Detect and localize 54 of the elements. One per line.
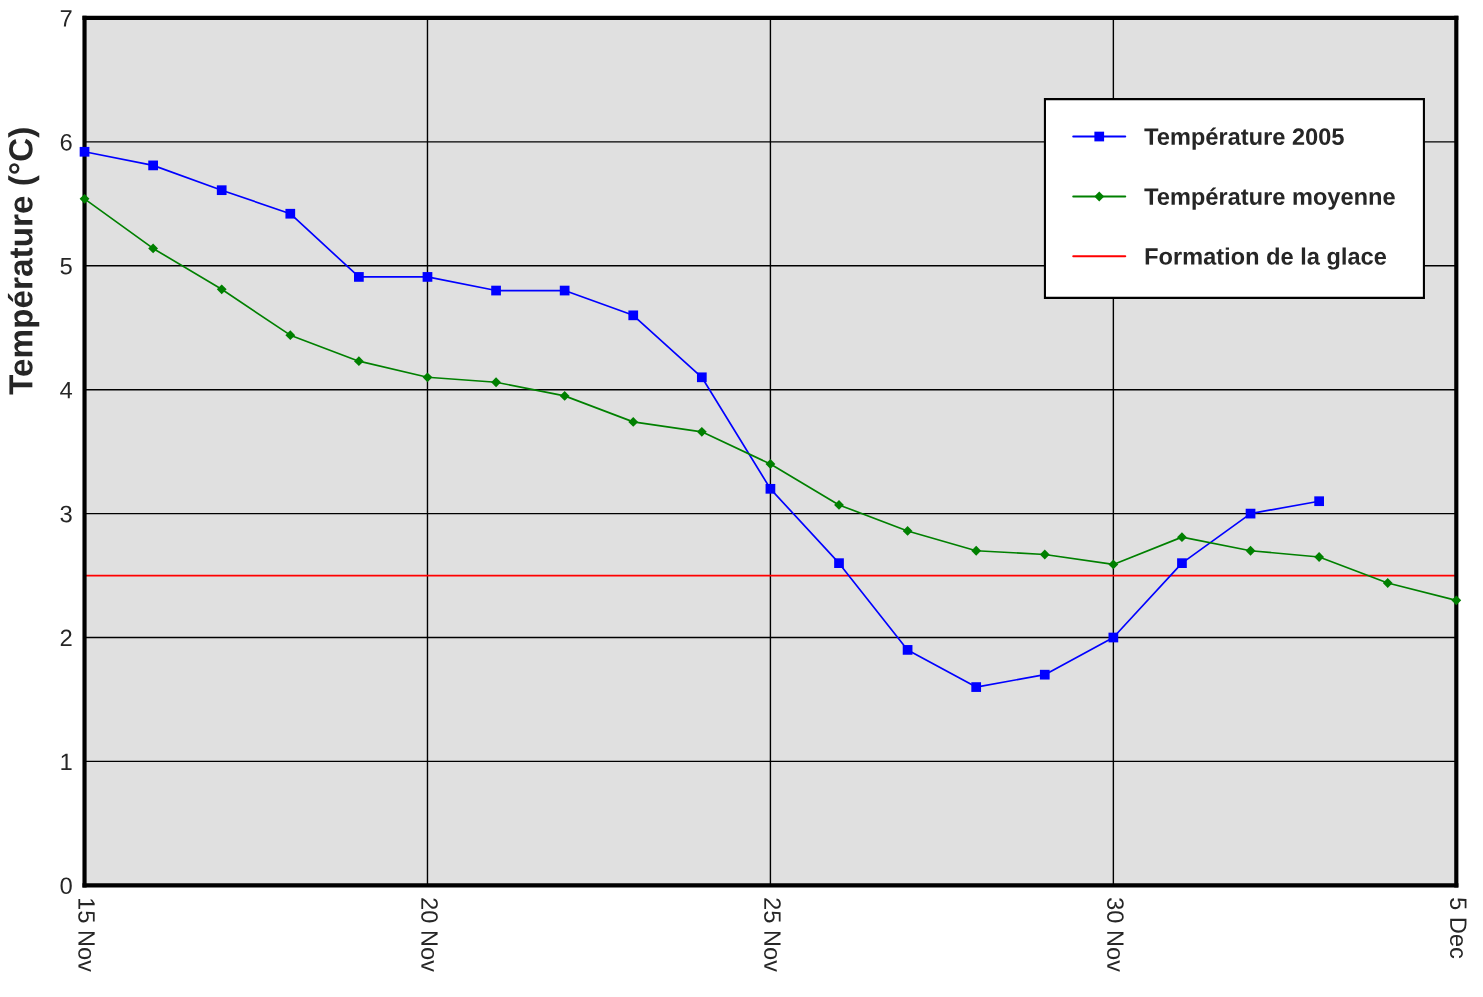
point (834, 558, 844, 569)
y-tick-label: 4 (60, 382, 73, 399)
y-tick-label: 6 (60, 133, 72, 151)
point (765, 483, 776, 494)
point (902, 645, 913, 655)
point (148, 160, 158, 171)
point (422, 272, 433, 282)
point (1314, 496, 1324, 507)
point (559, 285, 570, 296)
point (79, 193, 90, 204)
y-tick-label: 3 (60, 505, 72, 523)
point (628, 416, 639, 427)
y-axis-title: Température (°C) (7, 128, 40, 395)
point (696, 372, 707, 383)
x-tick-label: 20 Nov (421, 898, 438, 972)
point (216, 284, 227, 295)
point (491, 285, 501, 296)
y-tick-label: 0 (60, 877, 72, 895)
point (353, 356, 364, 367)
point (491, 377, 501, 388)
point (971, 682, 982, 692)
x-tick-label: 15 Nov (78, 898, 95, 972)
legend-label: Température 2005 (1144, 127, 1344, 150)
point (1314, 552, 1325, 562)
legend-label: Température moyenne (1144, 187, 1395, 210)
point (285, 330, 296, 341)
y-tick-label: 7 (60, 10, 72, 27)
point (79, 146, 90, 157)
point (1451, 595, 1462, 606)
point (354, 272, 364, 282)
point (216, 185, 227, 196)
x-tick-label: 30 Nov (1107, 898, 1124, 972)
x-tick-label: 5 Dec (1449, 898, 1467, 959)
point (1108, 559, 1119, 570)
point (765, 459, 776, 469)
point (696, 426, 707, 437)
point (285, 208, 296, 219)
point (628, 310, 639, 321)
point (1039, 669, 1050, 680)
point (1177, 532, 1187, 543)
point (1382, 578, 1393, 588)
y-tick-label: 5 (60, 258, 72, 275)
y-tick-label: 1 (61, 753, 72, 770)
y-tick-label: 2 (60, 629, 72, 647)
point (1245, 545, 1256, 556)
point (1177, 558, 1187, 569)
x-tick-label: 25 Nov (764, 898, 781, 972)
point (1039, 549, 1050, 560)
point (148, 243, 159, 254)
point (902, 526, 913, 536)
point (422, 372, 433, 383)
point (971, 545, 982, 556)
point (559, 390, 570, 401)
legend-label: Formation de la glace (1145, 247, 1387, 270)
